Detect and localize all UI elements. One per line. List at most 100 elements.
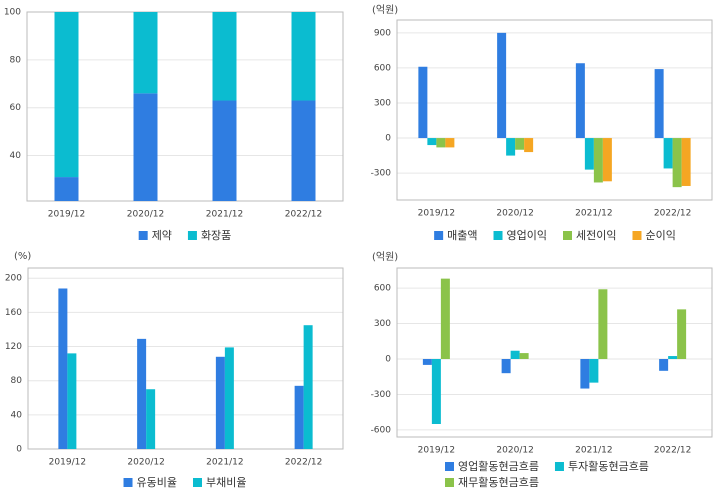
legend-swatch: [434, 231, 444, 240]
bar: [291, 100, 316, 201]
legend-item: 투자활동현금흐름: [554, 459, 649, 473]
y-tick-label: 600: [374, 284, 391, 294]
legend-label: 투자활동현금흐름: [568, 459, 649, 473]
bar: [501, 359, 511, 374]
y-tick-label: 900: [374, 28, 391, 38]
axis-unit: (억원): [372, 251, 398, 263]
x-tick-label: 2019/12: [48, 210, 85, 220]
legend-label: 세전이익: [576, 229, 616, 242]
bar: [681, 138, 691, 186]
bar: [654, 69, 664, 139]
bar: [659, 359, 669, 371]
bar: [589, 359, 599, 383]
bar: [519, 353, 529, 359]
x-tick-label: 2022/12: [285, 458, 322, 468]
legend-label: 유동비율: [137, 476, 177, 489]
legend-swatch: [138, 231, 148, 240]
legend-swatch: [445, 478, 454, 487]
x-tick-label: 2019/12: [49, 458, 86, 468]
x-tick-label: 2020/12: [127, 210, 164, 220]
legend-item: 화장품: [187, 229, 231, 242]
y-tick-label: 200: [5, 274, 22, 284]
y-tick-label: 80: [11, 376, 23, 386]
bar: [67, 353, 77, 449]
bar: [668, 356, 678, 359]
bar: [598, 289, 608, 359]
bar: [515, 138, 525, 150]
x-tick-label: 2022/12: [654, 446, 691, 456]
bar: [133, 93, 158, 201]
bar: [54, 12, 79, 178]
bar: [524, 138, 534, 153]
plot-frame: [396, 19, 713, 201]
bar: [291, 12, 316, 101]
x-tick-label: 2020/12: [496, 209, 533, 219]
y-tick-label: 0: [385, 355, 391, 365]
y-tick-label: 160: [5, 308, 22, 318]
y-tick-label: 80: [10, 55, 22, 65]
plot-frame: [27, 267, 344, 450]
legend-swatch: [445, 462, 454, 471]
y-tick-label: -300: [371, 390, 392, 400]
y-tick-label: 300: [374, 319, 391, 329]
x-tick-label: 2021/12: [206, 458, 243, 468]
legend-item: 영업이익: [493, 229, 547, 242]
y-tick-label: 60: [10, 103, 22, 113]
y-tick-label: 0: [385, 134, 391, 144]
x-tick-label: 2022/12: [285, 210, 322, 220]
y-tick-label: -300: [371, 169, 392, 179]
y-tick-label: -600: [371, 425, 392, 435]
bar: [497, 32, 507, 139]
y-tick-label: 300: [374, 98, 391, 108]
legend-label: 순이익: [645, 229, 675, 242]
bar: [445, 138, 455, 148]
legend-swatch: [563, 231, 572, 240]
bar: [224, 347, 234, 449]
bar: [677, 309, 687, 359]
bar: [212, 12, 237, 101]
legend-label: 제약: [152, 228, 172, 242]
y-tick-label: 120: [5, 342, 22, 352]
bar: [422, 359, 432, 365]
bar: [584, 138, 594, 170]
legend-item: 재무활동현금흐름: [445, 475, 539, 489]
bar: [506, 138, 516, 156]
plot-frame: [26, 11, 344, 202]
legend-swatch: [123, 478, 133, 487]
legend-item: 부채비율: [193, 476, 246, 489]
legend-label: 매출액: [447, 229, 477, 242]
y-tick-label: 0: [16, 445, 22, 455]
legend-swatch: [193, 478, 202, 487]
legend-item: 유동비율: [123, 476, 177, 489]
axis-unit: (%): [14, 251, 31, 262]
bar: [212, 100, 237, 201]
y-tick-label: 40: [10, 151, 22, 161]
axis-unit: (억원): [372, 4, 398, 16]
bar: [54, 177, 79, 201]
bar: [602, 138, 612, 182]
plot-frame: [396, 267, 713, 438]
x-tick-label: 2021/12: [575, 446, 612, 456]
bar: [672, 138, 682, 188]
bar: [580, 359, 590, 389]
bar: [440, 278, 450, 359]
legend-swatch: [493, 231, 503, 240]
bar: [436, 138, 446, 148]
legend-swatch: [632, 231, 642, 240]
x-tick-label: 2019/12: [418, 446, 455, 456]
x-tick-label: 2020/12: [496, 446, 533, 456]
legend-swatch: [187, 231, 197, 240]
y-tick-label: 100: [4, 8, 21, 18]
legend-item: 매출액: [434, 229, 478, 242]
x-tick-label: 2022/12: [654, 209, 691, 219]
bar: [593, 138, 603, 183]
x-tick-label: 2021/12: [206, 210, 243, 220]
bar: [575, 63, 585, 139]
legend-label: 부채비율: [206, 476, 246, 489]
bar: [133, 12, 158, 94]
legend-label: 영업활동현금흐름: [458, 459, 539, 473]
legend-label: 영업이익: [507, 229, 547, 242]
legend-item: 순이익: [632, 229, 676, 242]
legend-item: 제약: [138, 228, 172, 242]
legend-item: 세전이익: [563, 229, 616, 242]
